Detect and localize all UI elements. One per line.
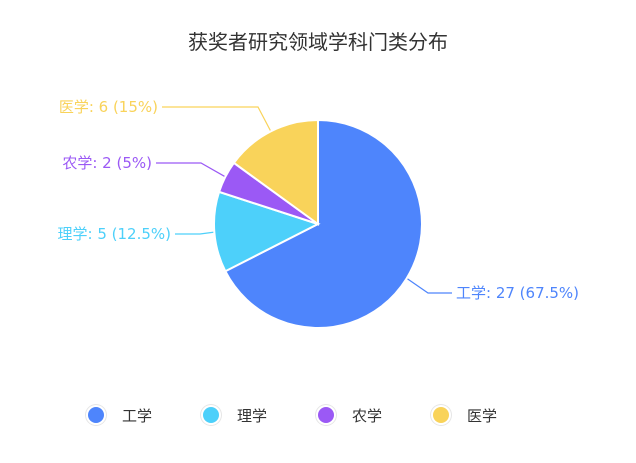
pie-slice-理学[interactable] <box>213 190 321 273</box>
legend-label-工学: 工学 <box>122 406 153 425</box>
slice-label-农学: 农学: 2 (5%) <box>62 154 152 172</box>
legend-marker-农学 <box>318 407 334 423</box>
legend-item-理学[interactable]: 理学 <box>203 402 318 428</box>
leader-line-工学 <box>407 278 452 294</box>
legend: 工学 理学 农学 医学 <box>0 402 636 428</box>
leader-line-医学 <box>162 106 271 131</box>
slice-label-医学: 医学: 6 (15%) <box>59 98 158 116</box>
slice-label-理学: 理学: 5 (12.5%) <box>58 225 172 243</box>
legend-item-农学[interactable]: 农学 <box>318 402 433 428</box>
legend-item-医学[interactable]: 医学 <box>433 402 548 428</box>
slice-label-工学: 工学: 27 (67.5%) <box>456 284 579 302</box>
legend-marker-医学 <box>433 407 449 423</box>
pie-chart: 工学: 27 (67.5%) 理学: 5 (12.5%) 农学: 2 (5%) 医学:… <box>58 98 579 329</box>
leader-line-理学 <box>175 231 214 235</box>
pie-slice-医学[interactable] <box>232 118 319 226</box>
leader-line-农学 <box>156 162 225 177</box>
legend-marker-理学 <box>203 407 219 423</box>
legend-label-理学: 理学 <box>237 406 268 425</box>
legend-label-医学: 医学 <box>467 406 498 425</box>
legend-label-农学: 农学 <box>352 406 383 425</box>
chart-title: 获奖者研究领域学科门类分布 <box>188 30 448 54</box>
legend-item-工学[interactable]: 工学 <box>88 402 203 428</box>
legend-marker-工学 <box>88 407 104 423</box>
pie-slice-工学[interactable] <box>223 118 423 329</box>
